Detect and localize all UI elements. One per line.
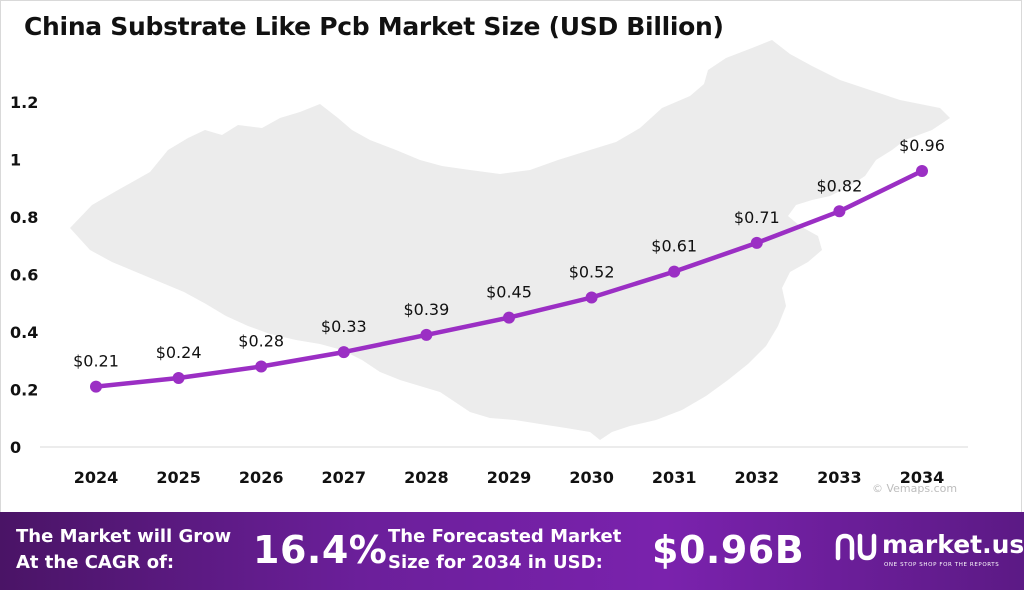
data-label: $0.39: [403, 300, 449, 319]
x-tick-label: 2034: [900, 468, 945, 487]
y-axis: 0 0.2 0.4 0.6 0.8 1 1.2: [10, 93, 38, 457]
y-tick-label: 0.8: [10, 208, 38, 227]
data-point: [585, 291, 598, 304]
data-point: [90, 380, 102, 393]
data-point: [420, 328, 433, 341]
x-tick-label: 2028: [404, 468, 449, 487]
x-tick-label: 2030: [569, 468, 614, 487]
line-chart: 00.20.40.60.811.2 2024 2025 2026 2027 2028 20…: [10, 40, 968, 495]
x-axis: 2024 2025 2026 2027 2028 2029 2030 2031 2032 2033…: [74, 468, 945, 487]
x-tick-label: 2031: [652, 468, 697, 487]
market-us-logo-icon: [835, 533, 877, 561]
x-tick-label: 2029: [487, 468, 532, 487]
forecast-value: $0.96B: [652, 528, 805, 572]
x-tick-label: 2025: [156, 468, 201, 487]
data-label: $0.45: [486, 283, 532, 302]
chart-title: China Substrate Like Pcb Market Size (US…: [24, 12, 724, 41]
x-tick-label: 2024: [74, 468, 119, 487]
watermark: © Vemaps.com: [872, 482, 957, 495]
brand-tagline: ONE STOP SHOP FOR THE REPORTS: [884, 562, 1000, 568]
data-label: $0.33: [321, 317, 367, 336]
data-point: [255, 360, 268, 373]
cagr-line-2: At the CAGR of:: [16, 552, 175, 573]
y-tick-label: 1.2: [10, 93, 38, 112]
data-point: [668, 265, 681, 278]
data-point: [833, 205, 846, 218]
forecast-line-1: The Forecasted Market: [388, 526, 622, 547]
cagr-text: The Market will Grow At the CAGR of:: [16, 524, 231, 576]
data-point: [337, 346, 350, 359]
brand-name: market.us: [882, 530, 1024, 559]
forecast-text: The Forecasted Market Size for 2034 in U…: [388, 524, 621, 576]
china-map-silhouette: [70, 40, 950, 440]
data-point: [916, 165, 928, 177]
data-label: $0.71: [734, 208, 780, 227]
data-point: [750, 236, 763, 249]
y-tick-label: 0.6: [10, 266, 38, 285]
footer-banner: The Market will Grow At the CAGR of: 16.…: [0, 512, 1024, 590]
data-label: $0.24: [156, 343, 202, 362]
y-tick-label: 1: [10, 151, 21, 170]
data-label: $0.82: [816, 176, 862, 195]
data-label: $0.61: [651, 237, 697, 256]
cagr-value: 16.4%: [253, 528, 388, 572]
y-tick-label: 0: [10, 438, 21, 457]
x-tick-label: 2033: [817, 468, 862, 487]
forecast-line-2: Size for 2034 in USD:: [388, 552, 603, 573]
data-label: $0.21: [73, 352, 119, 371]
data-labels: $0.21 $0.24 $0.28 $0.33 $0.39 $0.45 $0.52 $0.61…: [73, 136, 945, 371]
data-point: [172, 372, 185, 384]
data-point: [503, 311, 515, 324]
data-points: [90, 165, 928, 393]
y-tick-label: 0.4: [10, 323, 38, 342]
cagr-line-1: The Market will Grow: [16, 526, 232, 547]
x-tick-label: 2032: [735, 468, 780, 487]
x-tick-label: 2027: [322, 468, 367, 487]
y-tick-label: 0.2: [10, 381, 38, 400]
x-tick-label: 2026: [239, 468, 284, 487]
data-label: $0.52: [569, 263, 615, 282]
data-label: $0.28: [238, 332, 284, 351]
data-label: $0.96: [899, 136, 945, 155]
